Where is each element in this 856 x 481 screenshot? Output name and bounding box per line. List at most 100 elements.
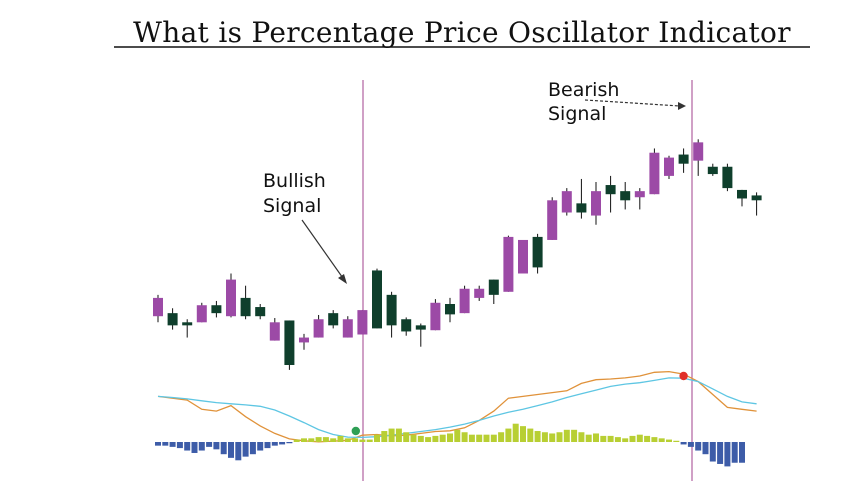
candle [342,316,353,338]
candle [707,163,718,176]
candle-body [737,189,747,199]
candle-body [474,288,485,298]
histogram-bar [622,438,629,442]
candle [153,294,163,323]
histogram-bar [600,435,607,442]
histogram-bar [213,442,220,450]
candle-body [547,200,558,240]
histogram-bar [717,442,724,464]
ppo-histogram [155,423,745,467]
histogram-bar [198,442,205,451]
bearish-arrow-head [678,102,686,110]
candle-body [532,236,543,268]
candle [751,192,762,216]
histogram-bar [709,442,716,462]
candle-body [226,279,236,317]
histogram-bar [184,442,191,451]
histogram-bar [264,442,271,449]
candle [284,320,295,370]
candle [196,302,207,323]
candle-body [182,322,193,326]
bearish-arrow [584,99,681,107]
candle-body [722,166,733,189]
histogram-bar [644,435,651,442]
bullish-label-line1: Bullish [263,170,326,192]
histogram-bar [366,439,373,442]
candle [386,291,397,338]
histogram-bar [571,429,578,442]
candle-body [605,185,616,195]
histogram-bar [629,435,636,442]
candle [518,239,528,274]
candle [328,310,339,329]
ppo-signal-line [157,377,757,439]
histogram-bar [702,442,709,455]
candle [591,182,601,225]
candle-body [357,310,368,335]
candle [649,148,660,195]
histogram-bar [695,442,702,451]
candle [255,304,266,320]
candle-body [167,313,178,326]
histogram-bar [417,435,424,442]
candle [372,268,382,329]
ppo-line [157,370,757,443]
histogram-bar [344,438,351,442]
candle [576,178,587,219]
candle [634,188,645,210]
histogram-bar [330,438,337,442]
candle-body [445,304,455,315]
candle [445,297,455,323]
candle-body [591,191,601,216]
histogram-bar [724,442,731,467]
histogram-bar [191,442,198,453]
candle [167,308,178,330]
bullish-arrow [301,219,346,282]
candle-body [518,239,528,274]
candle [605,175,616,213]
candle-body [386,294,397,326]
candle [693,139,704,176]
candle-body [707,166,718,175]
candle [357,310,368,335]
bearish-label-line1: Bearish [548,79,619,101]
histogram-bar [578,432,585,442]
candle [299,333,309,350]
candle-body [328,313,339,326]
histogram-bar [410,434,417,442]
histogram-bar [520,426,526,442]
histogram-bar [563,429,570,442]
histogram-bar [549,433,556,442]
chart-title: What is Percentage Price Oscillator Indi… [133,16,791,49]
histogram-bar [585,434,592,442]
histogram-bar [614,437,621,442]
candle [620,182,631,210]
candle-body [240,297,251,317]
candle [532,233,543,274]
candle-body [503,236,514,292]
candle [459,285,470,314]
candle-body [678,154,689,164]
histogram-bar [498,432,505,442]
histogram-bar [403,432,410,442]
histogram-bar [468,434,475,442]
bullish-arrow-head [338,274,347,284]
histogram-bar [739,442,745,463]
candle [722,163,733,192]
candle [737,189,747,207]
histogram-bar [680,442,687,445]
candle-body [401,319,412,332]
candle-body [153,297,163,317]
bearish-crossover-marker [679,371,688,381]
histogram-bar [293,439,300,442]
histogram-bar [155,442,161,446]
candle-body [488,279,499,295]
histogram-bar [651,437,658,442]
histogram-bar [439,434,446,442]
candle-body [342,319,353,338]
candle-body [561,191,572,213]
candle-body [415,325,426,330]
histogram-bar [249,442,256,455]
histogram-bar [228,442,234,458]
candle [313,314,324,338]
